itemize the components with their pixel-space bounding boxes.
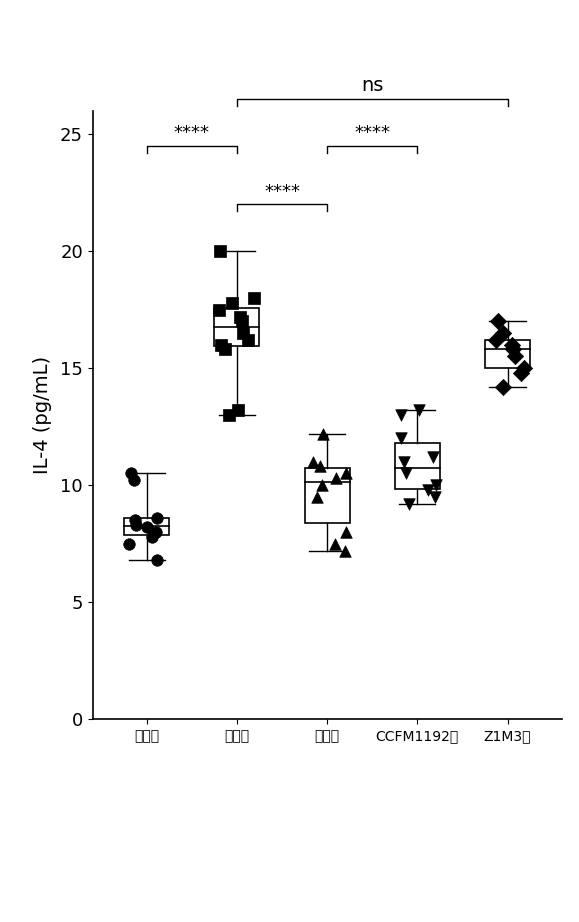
Point <box>431 478 441 492</box>
Point <box>405 496 414 511</box>
Point <box>227 295 236 310</box>
Bar <box>305 468 350 523</box>
Point <box>142 520 151 535</box>
Text: ****: **** <box>264 183 300 201</box>
Text: ****: **** <box>354 124 390 142</box>
Point <box>332 471 341 486</box>
Point <box>152 552 162 567</box>
Point <box>152 525 161 539</box>
Point <box>309 455 318 469</box>
Point <box>330 537 339 551</box>
Point <box>402 466 411 480</box>
Point <box>237 313 247 328</box>
Point <box>130 473 139 488</box>
Y-axis label: IL-4 (pg/mL): IL-4 (pg/mL) <box>32 356 52 474</box>
Point <box>316 459 325 474</box>
Point <box>507 337 516 352</box>
Point <box>494 313 503 328</box>
Point <box>499 325 508 340</box>
Point <box>516 365 526 380</box>
Point <box>511 349 520 364</box>
Point <box>243 333 252 348</box>
Point <box>152 511 162 526</box>
Point <box>499 380 508 395</box>
Point <box>423 482 432 497</box>
Point <box>342 525 351 539</box>
Point <box>238 325 247 340</box>
Point <box>397 408 406 422</box>
Point <box>225 408 234 422</box>
Point <box>415 403 424 418</box>
Point <box>215 243 225 258</box>
Point <box>127 466 136 480</box>
Point <box>221 342 230 357</box>
Point <box>147 529 156 544</box>
Point <box>492 333 501 348</box>
Point <box>312 490 321 504</box>
Point <box>508 342 517 357</box>
Point <box>235 309 244 324</box>
Point <box>397 431 406 445</box>
Bar <box>395 443 440 489</box>
Point <box>428 450 437 465</box>
Point <box>216 337 225 352</box>
Point <box>340 543 349 558</box>
Point <box>318 426 327 441</box>
Point <box>520 361 529 375</box>
Point <box>215 302 224 317</box>
Point <box>124 537 133 551</box>
Point <box>249 290 258 305</box>
Bar <box>485 340 530 368</box>
Text: ns: ns <box>361 77 383 96</box>
Bar <box>214 308 259 346</box>
Point <box>317 478 327 492</box>
Text: ****: **** <box>174 124 210 142</box>
Bar <box>124 518 169 536</box>
Point <box>131 517 141 532</box>
Point <box>233 403 243 418</box>
Point <box>341 466 350 480</box>
Point <box>430 490 439 504</box>
Point <box>131 513 140 527</box>
Point <box>399 455 408 469</box>
